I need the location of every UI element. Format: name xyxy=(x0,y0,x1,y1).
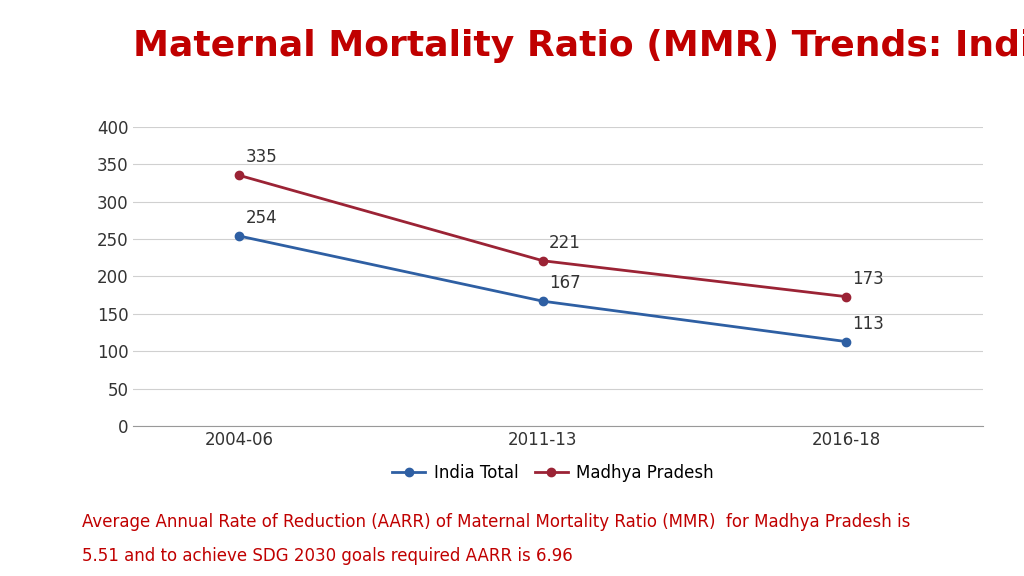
India Total xyxy=(841,338,853,345)
Legend: India Total, Madhya Pradesh: India Total, Madhya Pradesh xyxy=(385,457,721,489)
Text: 221: 221 xyxy=(549,234,581,252)
Text: 167: 167 xyxy=(549,274,581,292)
Madhya Pradesh xyxy=(537,257,549,264)
Line: Madhya Pradesh: Madhya Pradesh xyxy=(236,171,851,301)
Madhya Pradesh xyxy=(233,172,246,179)
India Total xyxy=(537,298,549,305)
Text: 5.51 and to achieve SDG 2030 goals required AARR is 6.96: 5.51 and to achieve SDG 2030 goals requi… xyxy=(82,547,572,565)
Text: 113: 113 xyxy=(853,314,885,333)
Text: 335: 335 xyxy=(246,149,278,166)
Text: 254: 254 xyxy=(246,209,278,227)
Madhya Pradesh xyxy=(841,293,853,300)
India Total xyxy=(233,233,246,240)
Text: Average Annual Rate of Reduction (AARR) of Maternal Mortality Ratio (MMR)  for M: Average Annual Rate of Reduction (AARR) … xyxy=(82,513,910,530)
Line: India Total: India Total xyxy=(236,232,851,346)
Text: Maternal Mortality Ratio (MMR) Trends: India & M.P.: Maternal Mortality Ratio (MMR) Trends: I… xyxy=(133,29,1024,63)
Text: 173: 173 xyxy=(853,270,885,288)
